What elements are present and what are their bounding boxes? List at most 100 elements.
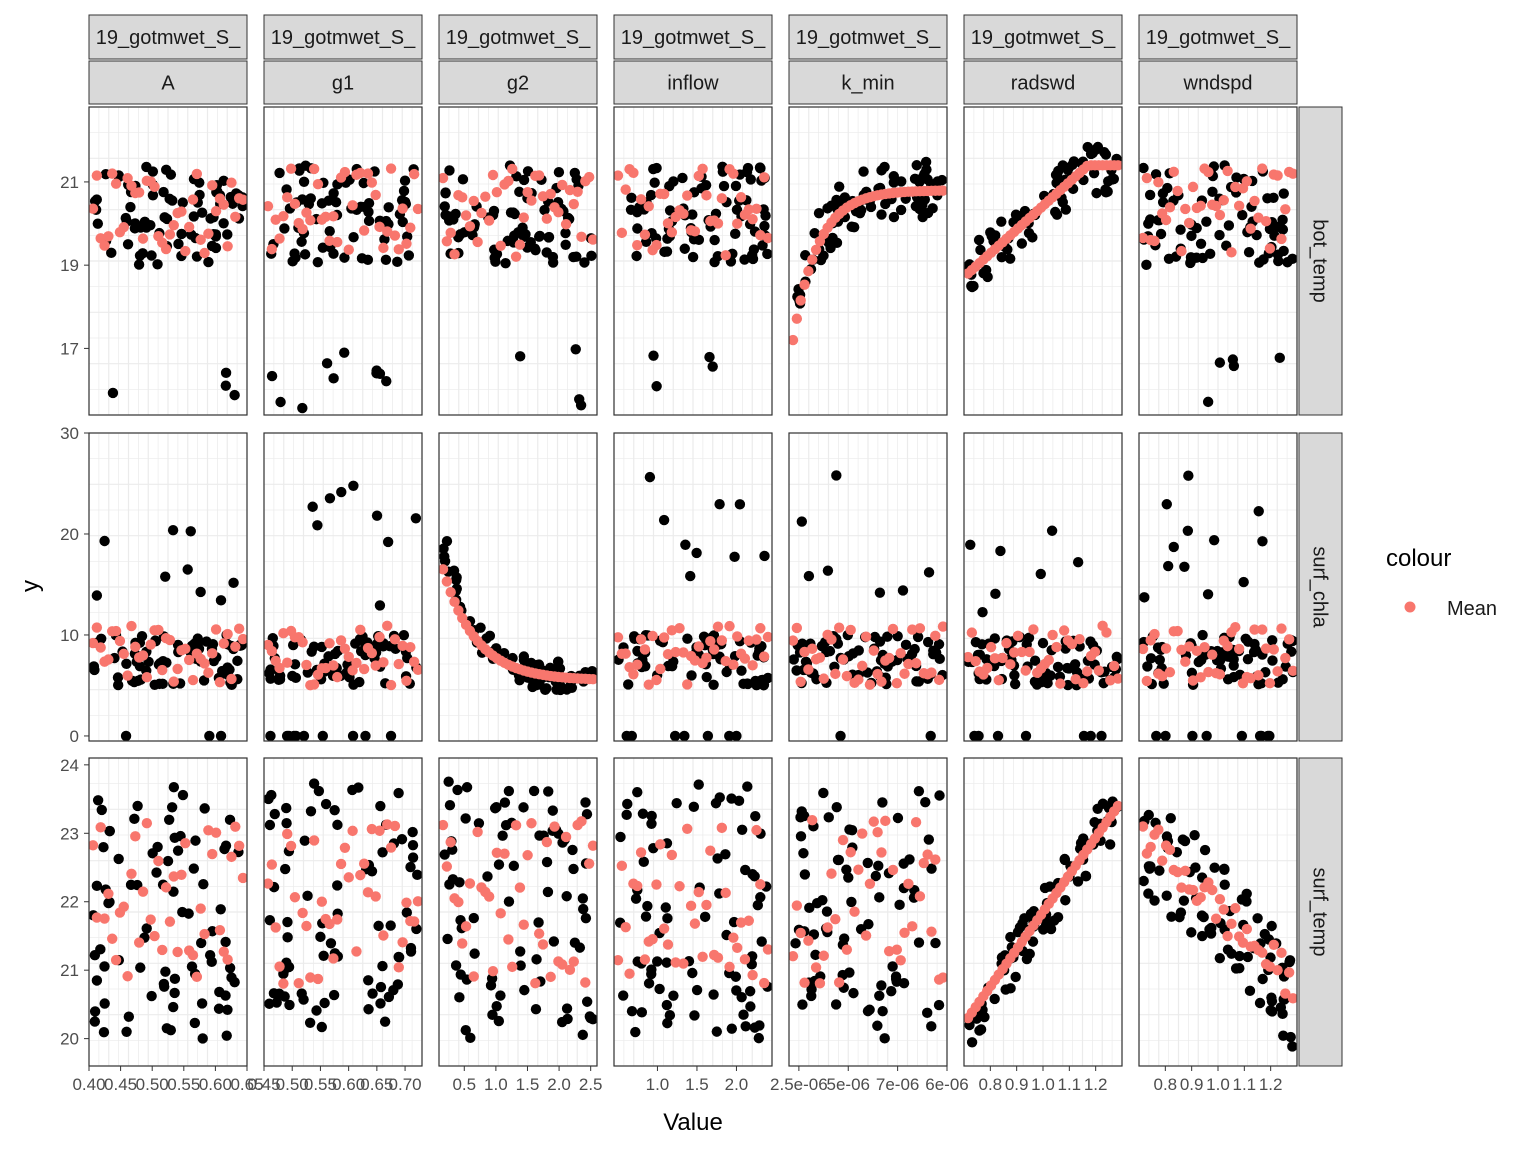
- data-point: [1187, 730, 1198, 741]
- data-point: [669, 730, 681, 741]
- mean-point: [374, 221, 385, 233]
- data-point: [708, 989, 719, 1000]
- data-point: [1236, 730, 1248, 741]
- data-point: [358, 177, 369, 189]
- mean-point: [1066, 638, 1078, 650]
- mean-point: [362, 168, 374, 179]
- data-point: [147, 190, 159, 201]
- data-point: [195, 937, 207, 949]
- mean-point: [378, 930, 389, 941]
- panel-border: [963, 106, 1123, 416]
- mean-point: [164, 916, 176, 927]
- data-point: [685, 570, 696, 582]
- data-point: [1202, 589, 1214, 600]
- data-point: [465, 1032, 476, 1044]
- points-group: [789, 156, 947, 346]
- mean-point: [278, 978, 289, 989]
- data-point: [528, 785, 540, 797]
- data-point: [371, 510, 383, 521]
- mean-point: [157, 944, 168, 956]
- mean-point: [389, 820, 401, 832]
- data-point: [188, 211, 199, 222]
- mean-point: [476, 207, 487, 219]
- data-point: [1266, 995, 1278, 1007]
- data-point: [403, 250, 415, 261]
- data-point: [289, 659, 301, 670]
- mean-point: [301, 920, 312, 932]
- strip-row-bg: [1298, 106, 1343, 416]
- data-point: [1165, 812, 1176, 824]
- panel-border: [788, 106, 948, 416]
- data-point: [123, 1011, 135, 1022]
- data-point: [724, 730, 735, 741]
- data-point: [1197, 629, 1208, 641]
- data-point: [89, 1006, 101, 1017]
- mean-point: [810, 962, 822, 973]
- data-point: [844, 967, 855, 978]
- data-point: [308, 778, 320, 789]
- mean-point: [355, 869, 366, 881]
- mean-point: [397, 203, 408, 214]
- strip-top-label: 19_gotmwet_S_: [96, 27, 241, 49]
- data-point: [1060, 204, 1072, 215]
- mean-point: [308, 163, 320, 175]
- mean-point: [401, 238, 412, 249]
- panel-border: [88, 757, 248, 1067]
- panel: [963, 757, 1123, 1067]
- mean-point: [141, 672, 153, 683]
- mean-point: [1276, 233, 1287, 245]
- mean-point: [351, 657, 362, 669]
- mean-point: [218, 638, 229, 649]
- data-point: [393, 952, 405, 963]
- data-point: [377, 847, 388, 858]
- mean-point: [891, 944, 903, 955]
- mean-point: [755, 623, 766, 634]
- data-point: [363, 215, 375, 227]
- data-point: [1162, 182, 1173, 194]
- mean-point: [449, 596, 460, 608]
- data-point: [298, 994, 309, 1005]
- data-point: [741, 166, 753, 178]
- data-point: [886, 986, 897, 997]
- mean-point: [332, 914, 343, 925]
- data-point: [125, 201, 136, 213]
- data-point: [1231, 172, 1242, 183]
- mean-point: [795, 927, 806, 939]
- data-point: [531, 954, 542, 965]
- panel: [1138, 106, 1298, 416]
- data-point: [686, 670, 697, 681]
- mean-point: [635, 634, 647, 645]
- mean-point: [587, 234, 597, 245]
- data-point: [1161, 831, 1173, 842]
- mean-point: [926, 926, 937, 937]
- data-point: [640, 911, 652, 922]
- data-point: [514, 351, 526, 362]
- data-point: [1234, 950, 1245, 962]
- data-point: [709, 234, 720, 246]
- mean-point: [789, 950, 799, 962]
- mean-point: [930, 630, 941, 642]
- mean-point: [237, 872, 247, 884]
- data-point: [721, 666, 732, 678]
- y-tick-label: 30: [60, 424, 79, 443]
- data-point: [305, 806, 317, 817]
- data-point: [166, 802, 178, 813]
- data-point: [846, 825, 858, 836]
- data-point: [712, 853, 723, 864]
- mean-point: [1214, 669, 1226, 680]
- data-point: [1154, 654, 1165, 666]
- data-point: [98, 842, 109, 853]
- data-point: [736, 991, 747, 1003]
- data-point: [831, 237, 843, 249]
- data-point: [264, 914, 276, 926]
- data-point: [95, 944, 106, 955]
- data-point: [1208, 534, 1220, 546]
- data-point: [934, 790, 945, 801]
- data-point: [830, 999, 842, 1010]
- mean-point: [274, 961, 285, 972]
- data-point: [534, 679, 545, 690]
- mean-point: [157, 664, 168, 676]
- data-point: [894, 899, 905, 911]
- mean-point: [1055, 678, 1066, 689]
- data-point: [804, 902, 815, 914]
